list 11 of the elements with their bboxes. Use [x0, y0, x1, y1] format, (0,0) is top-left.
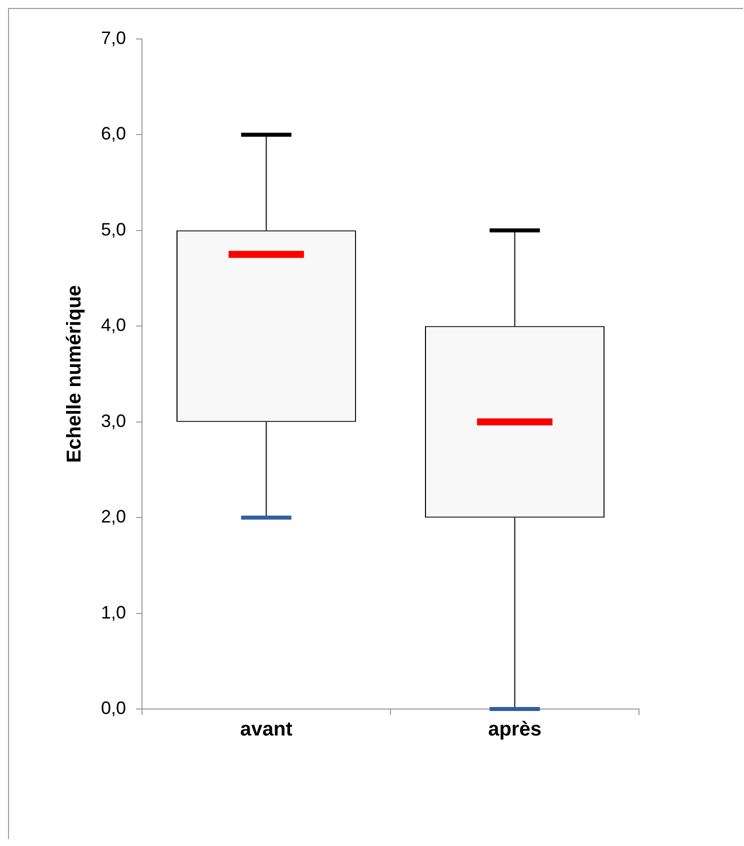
- y-tick-label: 5,0: [100, 219, 126, 240]
- y-tick-label: 4,0: [100, 315, 126, 336]
- x-tick-label: après: [488, 718, 542, 741]
- y-tick-label: 7,0: [100, 28, 126, 48]
- y-tick-label: 1,0: [100, 602, 126, 622]
- x-tick-label: avant: [240, 718, 293, 741]
- y-tick-label: 3,0: [100, 410, 126, 431]
- y-tick-label: 6,0: [100, 124, 126, 144]
- y-tick-label: 2,0: [100, 506, 126, 527]
- y-tick-label: 0,0: [100, 698, 126, 718]
- y-axis-title: Echelle numérique: [64, 285, 86, 463]
